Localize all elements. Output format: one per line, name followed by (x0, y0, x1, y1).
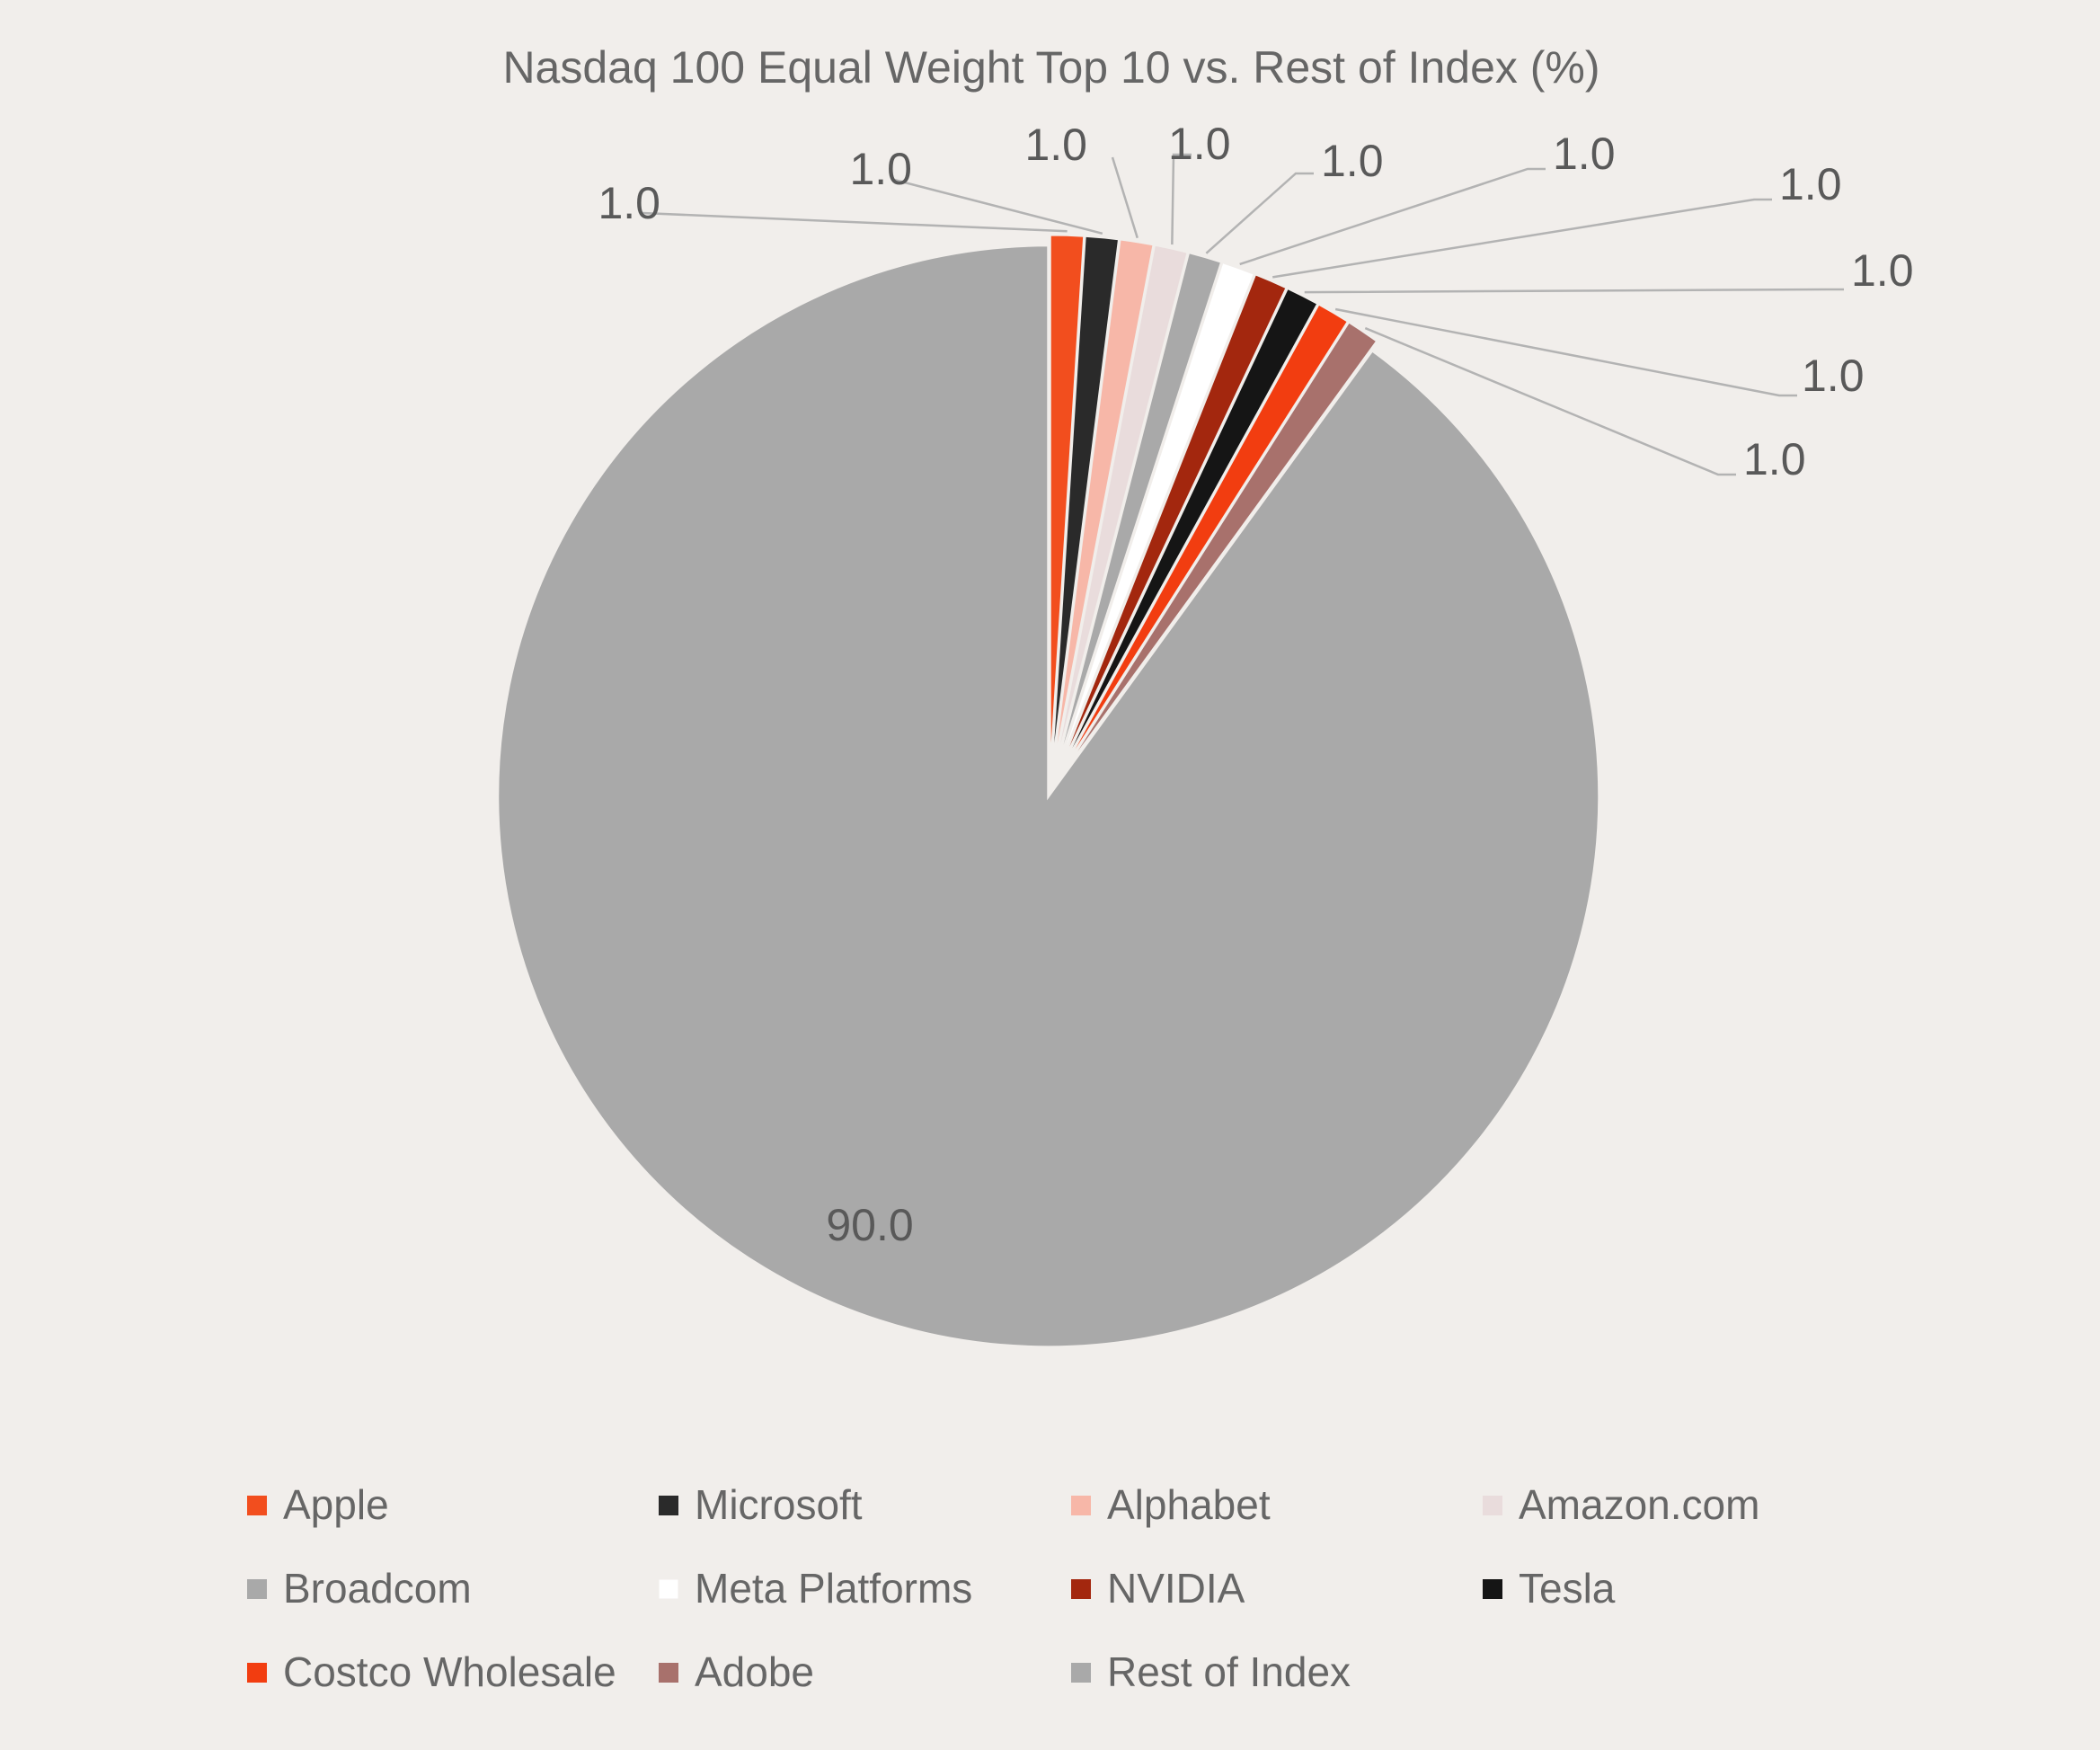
legend-swatch-alphabet (1071, 1496, 1091, 1515)
legend-item-costco-wholesale: Costco Wholesale (247, 1648, 616, 1695)
legend: Apple Microsoft Alphabet Amazon.com Broadcom… (247, 1481, 1759, 1695)
pie-slices (496, 233, 1601, 1349)
leader-line-tesla (1304, 288, 1844, 294)
data-label-tesla: 1.0 (1851, 245, 1914, 296)
legend-label-costco-wholesale: Costco Wholesale (283, 1648, 616, 1695)
legend-item-nvidia: NVIDIA (1071, 1565, 1245, 1612)
legend-label-alphabet: Alphabet (1107, 1481, 1271, 1528)
legend-swatch-adobe (659, 1663, 678, 1683)
label-leader-lines (642, 153, 1844, 476)
legend-label-microsoft: Microsoft (695, 1481, 863, 1528)
legend-label-meta-platforms: Meta Platforms (695, 1565, 972, 1612)
legend-label-adobe: Adobe (695, 1648, 814, 1695)
legend-label-rest-of-index: Rest of Index (1107, 1648, 1351, 1695)
legend-swatch-meta-platforms (658, 1578, 679, 1600)
legend-swatch-amazon-com (1483, 1496, 1502, 1515)
data-label-nvidia: 1.0 (1779, 159, 1842, 209)
legend-label-broadcom: Broadcom (283, 1565, 472, 1612)
legend-item-alphabet: Alphabet (1071, 1481, 1271, 1528)
data-label-meta-platforms: 1.0 (1553, 129, 1616, 179)
leader-line-apple (642, 211, 1068, 233)
data-label-microsoft: 1.0 (849, 144, 912, 194)
legend-swatch-nvidia (1071, 1579, 1091, 1599)
leader-line-broadcom (1205, 172, 1314, 254)
legend-item-rest-of-index: Rest of Index (1071, 1648, 1351, 1695)
leader-line-alphabet (1111, 156, 1139, 239)
legend-swatch-microsoft (659, 1496, 678, 1515)
legend-item-meta-platforms: Meta Platforms (658, 1565, 972, 1612)
legend-item-apple: Apple (247, 1481, 389, 1528)
data-label-apple: 1.0 (598, 178, 660, 228)
leader-line-amazon-com (1171, 153, 1192, 245)
legend-swatch-tesla (1483, 1579, 1502, 1599)
data-label-costco-wholesale: 1.0 (1802, 351, 1865, 401)
chart-title: Nasdaq 100 Equal Weight Top 10 vs. Rest … (502, 42, 1599, 93)
data-label-adobe: 1.0 (1743, 434, 1806, 484)
legend-item-amazon-com: Amazon.com (1483, 1481, 1759, 1528)
legend-label-apple: Apple (283, 1481, 389, 1528)
data-label-broadcom: 1.0 (1321, 136, 1384, 186)
pie-slice-rest-of-index (496, 244, 1601, 1349)
data-labels: 1.01.0 1.0 1.0 1.0 1.01.01.01.01.090.0 (598, 119, 1913, 1250)
leader-line-meta-platforms (1239, 167, 1546, 266)
leader-line-nvidia (1272, 198, 1772, 279)
legend-item-broadcom: Broadcom (247, 1565, 472, 1612)
legend-item-tesla: Tesla (1483, 1565, 1616, 1612)
leader-line-costco-wholesale (1334, 307, 1797, 397)
legend-item-adobe: Adobe (659, 1648, 814, 1695)
data-label-rest-of-index: 90.0 (826, 1200, 913, 1250)
legend-label-tesla: Tesla (1519, 1565, 1616, 1612)
legend-swatch-costco-wholesale (247, 1663, 267, 1683)
data-label-alphabet: 1.0 (1024, 120, 1087, 170)
data-label-amazon-com: 1.0 (1168, 119, 1231, 169)
legend-item-microsoft: Microsoft (659, 1481, 863, 1528)
legend-swatch-rest-of-index (1071, 1663, 1091, 1683)
leader-line-adobe (1364, 326, 1736, 476)
legend-swatch-apple (247, 1496, 267, 1515)
legend-label-amazon-com: Amazon.com (1519, 1481, 1759, 1528)
legend-label-nvidia: NVIDIA (1107, 1565, 1245, 1612)
leader-line-microsoft (893, 178, 1103, 235)
pie-slice-adobe (1052, 319, 1379, 788)
legend-swatch-broadcom (247, 1579, 267, 1599)
